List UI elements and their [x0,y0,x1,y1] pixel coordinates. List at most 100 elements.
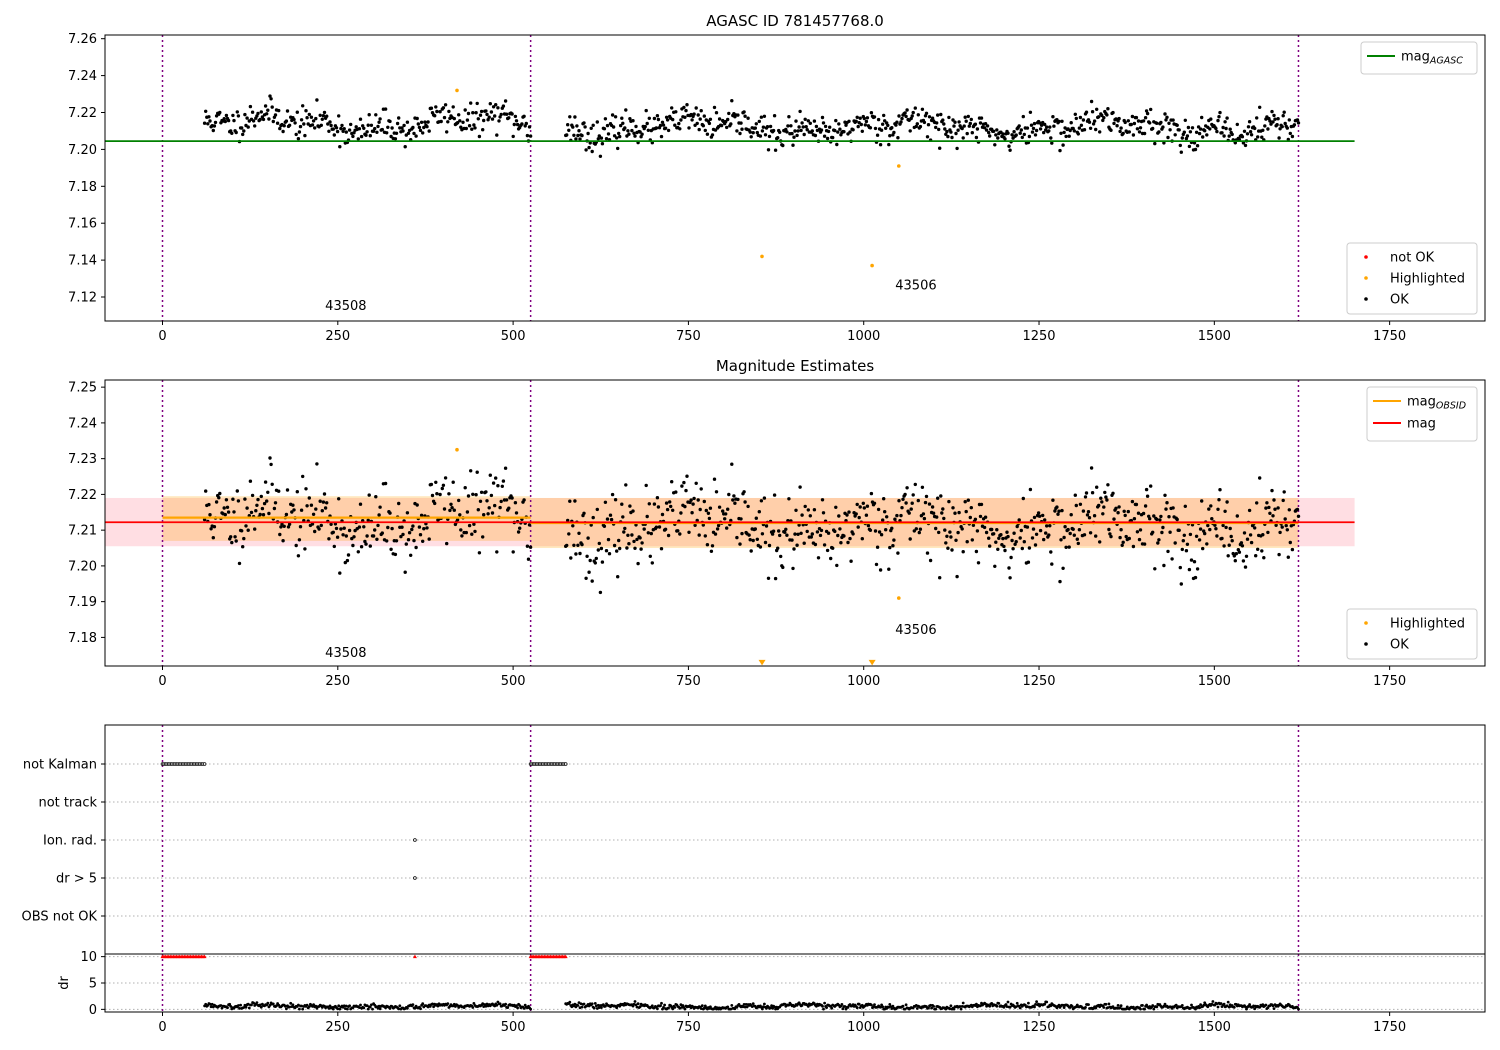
ok-point [860,129,864,133]
ok-point [812,508,817,512]
ok-point [507,506,511,510]
ok-point [897,499,901,503]
ok-point [911,493,915,497]
ok-point [950,135,954,140]
ok-point [1247,508,1252,513]
ok-point [725,526,729,530]
ok-point [1278,127,1282,131]
ok-point [1111,491,1115,495]
ok-point [287,522,292,526]
ok-point [602,127,607,131]
ok-point [869,491,874,496]
ok-point [810,532,814,536]
ok-point [588,141,592,145]
dr-point [498,1002,502,1006]
x-tick-label: 1250 [1022,329,1055,344]
ok-point [652,502,657,506]
ok-point [613,115,618,119]
dr-point [1163,1002,1167,1006]
ok-point [1062,535,1066,540]
ok-point [961,136,965,140]
ok-point [1242,531,1247,535]
ok-point [430,493,435,498]
ok-point [293,121,297,125]
ok-point [1121,540,1125,544]
ok-point [466,494,471,498]
ok-point [202,517,207,522]
dr-point [1049,1004,1053,1008]
dr-point [1210,1002,1214,1006]
ok-point [1082,128,1087,132]
ok-point [762,496,767,500]
ok-point [568,499,572,503]
ok-point [868,126,873,130]
ok-point [1117,505,1121,509]
ok-point [1051,498,1055,502]
ok-point [725,125,729,130]
ok-point [699,487,703,491]
ok-point [682,480,686,485]
ok-point [1077,528,1082,532]
ok-point [947,115,951,120]
ok-point [647,502,651,506]
ok-point [514,119,519,123]
ok-point [1019,528,1023,533]
ok-point [821,121,826,125]
dr-point [958,1005,962,1008]
ok-point [272,506,277,511]
ok-point [678,532,682,536]
ok-point [481,535,485,539]
ok-point [260,506,265,511]
x-tick-label: 250 [325,674,350,689]
ok-point [890,526,894,530]
ok-point [872,501,877,505]
ok-point [1028,487,1033,492]
ok-point [1260,135,1264,139]
ok-point [369,123,374,128]
ok-point [1129,122,1134,127]
dr-point [406,1006,409,1010]
ok-point [464,530,468,535]
ok-point [699,109,703,113]
dr-point [348,1004,351,1008]
ok-point [433,114,437,118]
x-tick-label: 1000 [847,674,880,689]
ok-point [1183,504,1188,508]
ok-point [633,546,637,550]
ok-point [338,571,342,575]
ok-point [1049,136,1053,140]
ok-point [813,542,818,547]
ok-point [1098,540,1102,544]
y-tick-label: 7.24 [68,416,97,431]
ok-point [443,476,448,480]
ok-point [449,502,453,506]
flag-label: dr > 5 [56,872,97,887]
ok-point [1088,531,1093,535]
dr-point [1107,1002,1111,1006]
ok-point [231,497,235,501]
ok-point [624,483,628,487]
ok-point [966,114,970,119]
ok-point [865,504,870,508]
dr-point [411,1003,415,1006]
ok-point [1296,121,1301,125]
ok-point [949,535,953,539]
ok-point [339,527,343,531]
ok-point [212,124,217,128]
ok-point [1221,125,1225,130]
dr-point [1190,1003,1193,1007]
ok-point [693,523,697,527]
ok-point [698,117,702,121]
ok-point [490,511,495,515]
ok-point [1102,505,1106,509]
ok-point [363,539,367,544]
ok-point [990,527,994,532]
ok-point [712,105,717,110]
ok-point [825,548,830,553]
ok-point [447,492,451,496]
dr-point [873,1003,876,1006]
ok-point [339,126,343,131]
ok-point [1273,507,1277,511]
ok-point [615,549,619,553]
ok-point [875,545,880,549]
